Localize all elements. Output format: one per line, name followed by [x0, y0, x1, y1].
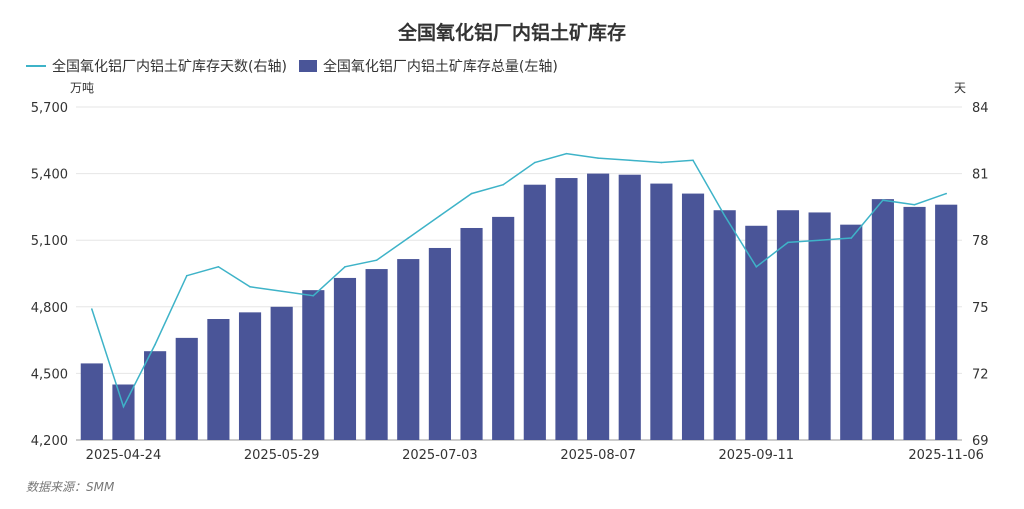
bar	[238, 312, 262, 440]
left-tick-label: 5,400	[31, 168, 68, 183]
line-point	[439, 214, 441, 217]
bar	[935, 204, 958, 440]
bar	[713, 210, 736, 440]
line-point	[217, 266, 220, 268]
line-point	[470, 192, 473, 195]
left-tick-label: 4,200	[31, 434, 68, 449]
bar	[175, 337, 198, 440]
x-tick-label: 2025-08-07	[560, 448, 636, 463]
right-tick-label: 72	[972, 367, 989, 382]
bar	[302, 290, 325, 440]
line-point	[628, 159, 631, 162]
legend-line-swatch	[26, 65, 46, 67]
right-tick-label: 69	[972, 434, 989, 449]
line-point	[407, 237, 410, 239]
bar	[776, 210, 800, 440]
line-point	[375, 259, 378, 261]
right-tick-label: 81	[972, 168, 989, 183]
line-point	[913, 203, 916, 206]
bar	[80, 363, 103, 440]
line-point	[755, 266, 758, 268]
bar	[618, 174, 641, 440]
line-point	[692, 159, 694, 162]
bar	[207, 319, 230, 440]
line-point	[945, 192, 947, 195]
x-tick-label: 2025-11-06	[908, 448, 984, 463]
x-tick-label: 2025-04-24	[86, 448, 162, 463]
left-tick-label: 4,500	[31, 367, 68, 382]
bar	[587, 173, 610, 440]
line-point	[249, 286, 251, 288]
bar	[808, 212, 831, 440]
x-tick-label: 2025-07-03	[402, 448, 478, 463]
bar	[745, 225, 768, 440]
line-point	[185, 274, 188, 277]
line-point	[534, 161, 536, 164]
right-tick-label: 75	[972, 301, 989, 316]
bar	[871, 199, 894, 440]
bar	[112, 384, 135, 440]
left-axis-unit: 万吨	[70, 81, 94, 95]
legend-item-total[interactable]: 全国氧化铝厂内铝土矿库存总量(左轴)	[298, 56, 558, 76]
series-line-days	[91, 152, 947, 409]
bar	[365, 269, 388, 440]
line-point	[818, 239, 821, 241]
bar	[270, 306, 293, 440]
right-tick-label: 78	[972, 234, 989, 249]
legend: 全国氧化铝厂内铝土矿库存天数(右轴) 全国氧化铝厂内铝土矿库存总量(左轴)	[26, 56, 570, 76]
left-tick-label: 5,100	[31, 234, 68, 249]
line-point	[723, 214, 726, 217]
line-point	[502, 183, 504, 186]
line-point	[882, 199, 884, 202]
bar	[555, 178, 578, 441]
line-point	[597, 157, 599, 159]
data-source: 数据来源：SMM	[26, 480, 115, 494]
right-tick-label: 84	[972, 101, 989, 116]
bar	[460, 227, 483, 440]
legend-label-days: 全国氧化铝厂内铝土矿库存天数(右轴)	[52, 59, 287, 75]
bar	[523, 184, 546, 440]
bar	[492, 216, 515, 440]
line-point	[280, 290, 283, 293]
line-point	[154, 343, 156, 346]
legend-bar-swatch	[298, 60, 317, 72]
right-axis-unit: 天	[954, 81, 966, 95]
left-tick-label: 4,800	[31, 301, 68, 316]
bar	[903, 206, 926, 440]
line-point	[787, 241, 789, 244]
bar	[397, 259, 420, 440]
bar	[428, 247, 451, 440]
line-point	[91, 308, 93, 310]
line-point	[565, 152, 568, 155]
chart-title: 全国氧化铝厂内铝土矿库存	[397, 22, 626, 44]
line-point	[660, 161, 663, 164]
line-point	[122, 405, 125, 408]
legend-label-total: 全国氧化铝厂内铝土矿库存总量(左轴)	[322, 59, 558, 75]
line-point	[344, 266, 346, 268]
bar	[681, 193, 705, 440]
legend-item-days[interactable]: 全国氧化铝厂内铝土矿库存天数(右轴)	[26, 56, 287, 76]
bar	[650, 183, 673, 440]
bar	[333, 277, 357, 440]
line-point	[312, 294, 315, 297]
x-tick-label: 2025-05-29	[244, 448, 320, 463]
x-tick-label: 2025-09-11	[719, 448, 795, 463]
bar	[144, 351, 167, 440]
bar	[840, 224, 863, 440]
line-point	[850, 237, 853, 239]
left-tick-label: 5,700	[31, 101, 68, 116]
